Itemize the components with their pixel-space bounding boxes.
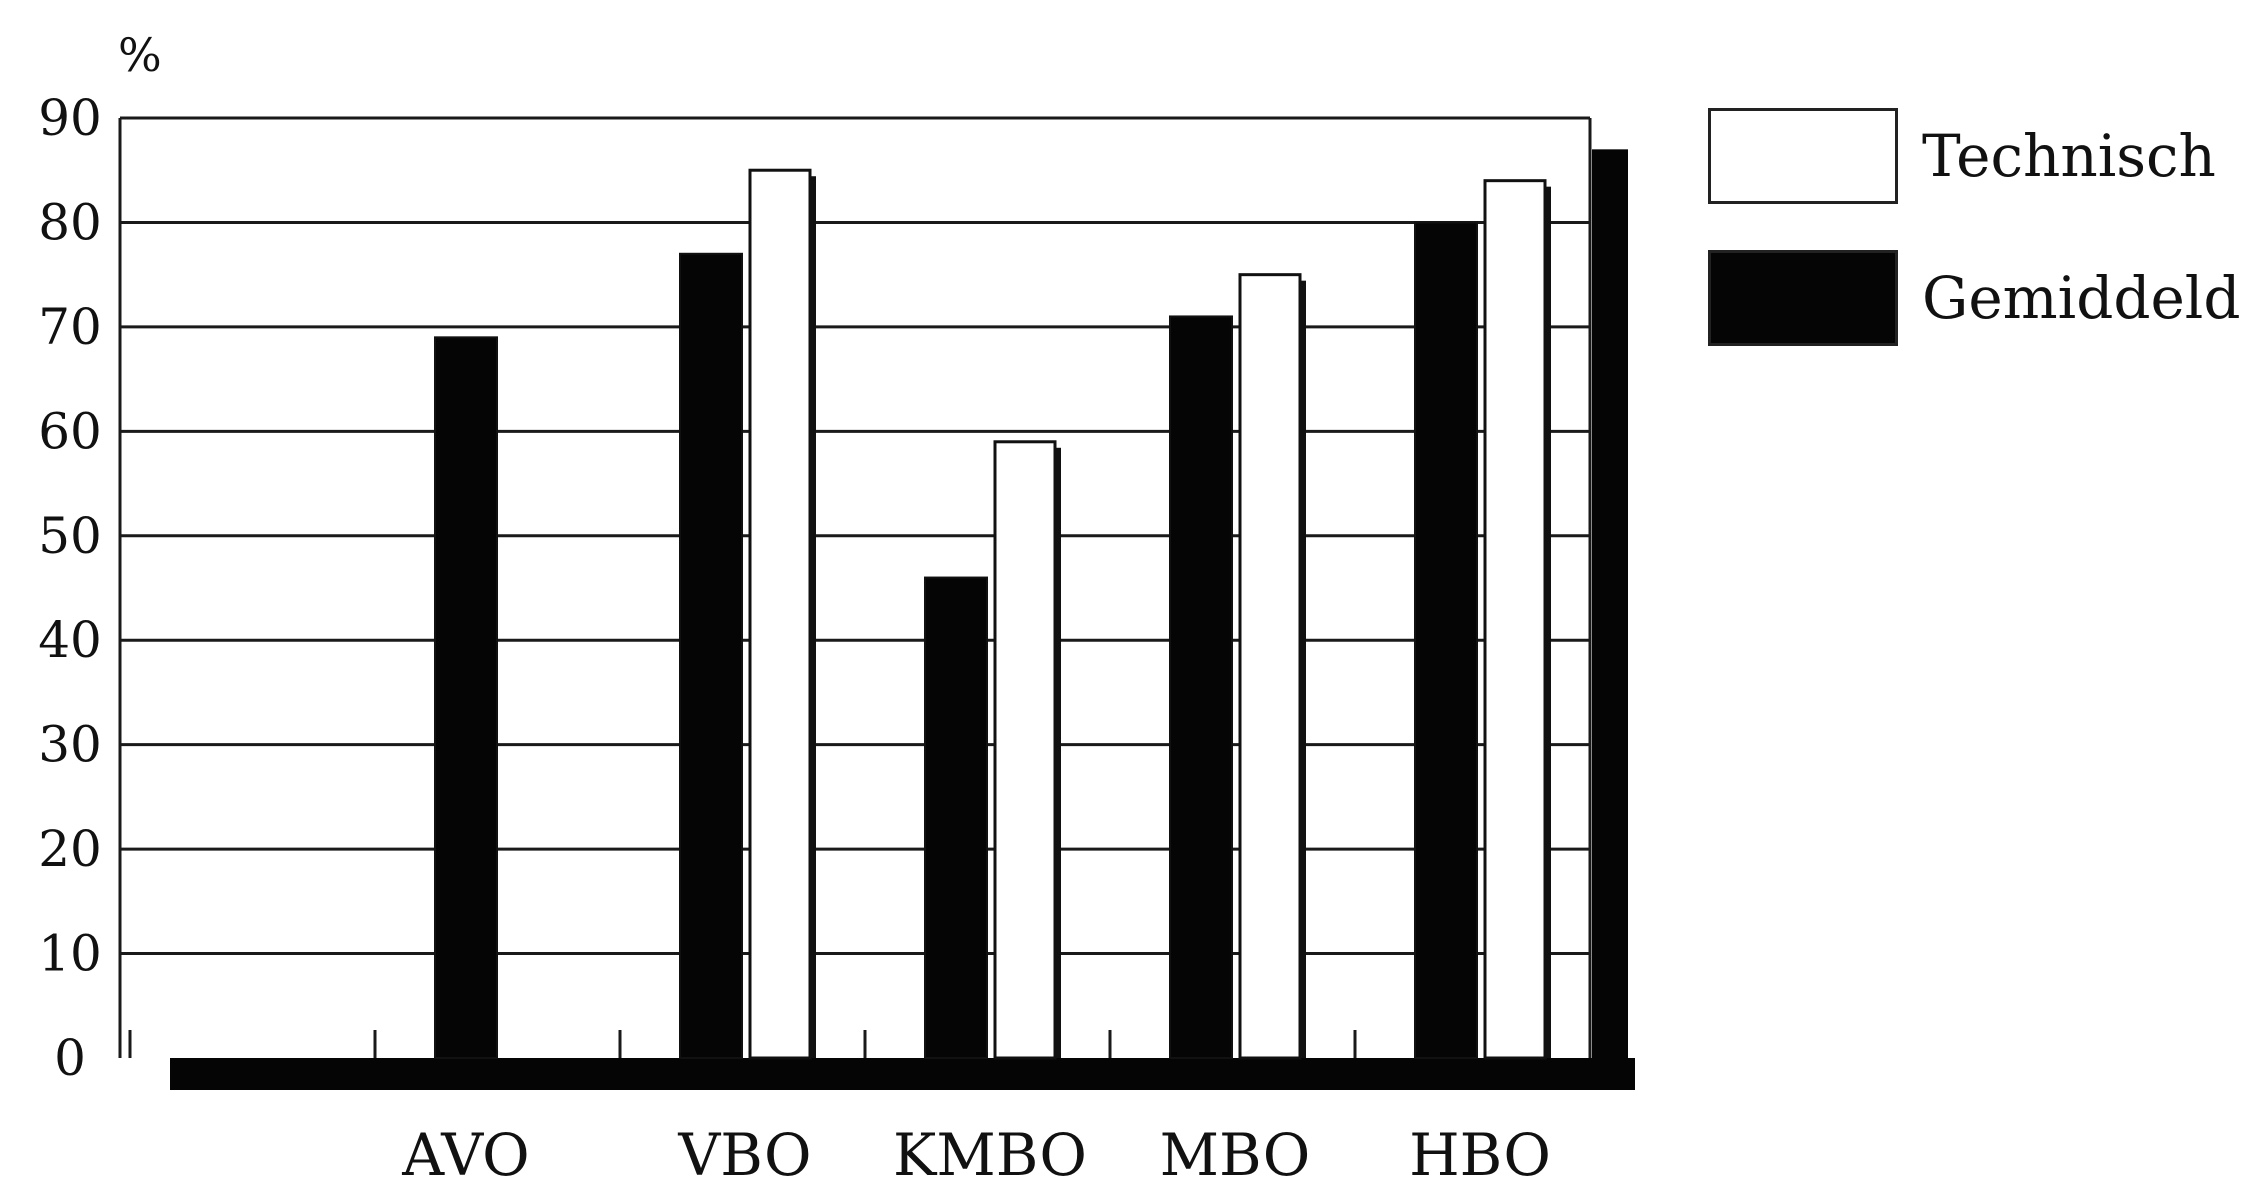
bar-technisch-kmbo (993, 440, 1057, 1060)
bar-gemiddeld-mbo (1169, 315, 1233, 1059)
y-tick-labels: 0 10 20 30 40 50 60 70 80 90 (38, 89, 102, 1087)
y-tick-label-0: 0 (54, 1029, 86, 1087)
legend: Technisch Gemiddeld (1708, 108, 2240, 368)
bar-technisch-mbo (1238, 273, 1302, 1060)
legend-swatch-gemiddeld (1708, 250, 1898, 346)
y-axis-unit-label: % (118, 28, 163, 82)
legend-item-technisch: Technisch (1708, 108, 2216, 204)
legend-item-gemiddeld: Gemiddeld (1708, 250, 2240, 346)
legend-swatch-technisch (1708, 108, 1898, 204)
bar-gemiddeld-vbo (679, 252, 743, 1059)
x-tick-label-kmbo: KMBO (893, 1121, 1087, 1179)
x-tick-label-mbo: MBO (1160, 1121, 1311, 1179)
legend-label-technisch: Technisch (1922, 122, 2216, 190)
y-tick-label-40: 40 (38, 611, 102, 669)
x-tick-labels: AVO VBO KMBO MBO HBO (401, 1121, 1551, 1179)
bar-gemiddeld-avo (434, 336, 498, 1060)
y-tick-label-50: 50 (38, 507, 102, 565)
x-tick-label-avo: AVO (401, 1121, 529, 1179)
x-tick-label-hbo: HBO (1409, 1121, 1551, 1179)
baseline-bar (170, 1058, 1635, 1090)
bar-technisch-vbo (748, 168, 812, 1060)
legend-label-gemiddeld: Gemiddeld (1922, 264, 2241, 332)
y-tick-label-20: 20 (38, 820, 102, 878)
x-tick-label-vbo: VBO (677, 1121, 811, 1179)
plot-frame (118, 116, 1635, 1090)
bar-gemiddeld-extra (1592, 149, 1628, 1059)
y-tick-label-80: 80 (38, 193, 102, 251)
bar-gemiddeld-kmbo (924, 576, 988, 1059)
bar-gemiddeld-hbo (1414, 221, 1478, 1059)
bars (434, 149, 1628, 1060)
bar-technisch-hbo (1483, 179, 1547, 1060)
y-tick-label-60: 60 (38, 402, 102, 460)
y-tick-label-10: 10 (38, 925, 102, 983)
y-tick-label-90: 90 (38, 89, 102, 147)
y-tick-label-70: 70 (38, 298, 102, 356)
gridlines (120, 116, 1590, 956)
y-tick-label-30: 30 (38, 716, 102, 774)
